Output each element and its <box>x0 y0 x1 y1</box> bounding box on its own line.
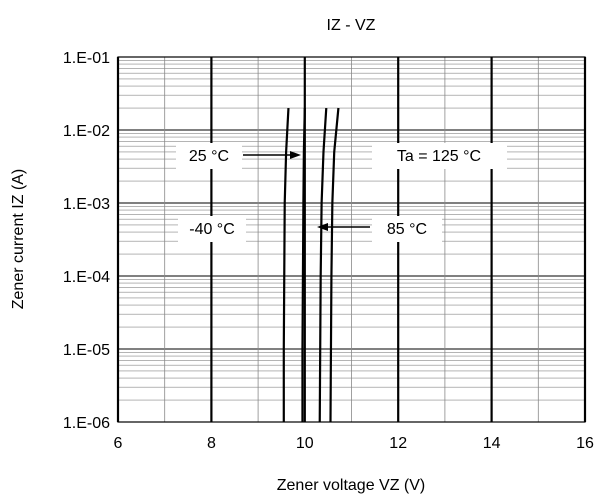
annotation-85c-arrow-head <box>317 223 328 231</box>
y-tick-label: 1.E-01 <box>63 50 110 67</box>
annotation-m40c: -40 °C <box>178 216 246 242</box>
x-tick-label: 16 <box>576 435 594 452</box>
series-line-0 <box>282 107 290 422</box>
annotation-m40c-label: -40 °C <box>189 221 235 238</box>
x-tick-label: 12 <box>389 435 407 452</box>
annotation-25c-label: 25 °C <box>189 148 229 165</box>
x-tick-label: 10 <box>296 435 314 452</box>
series-layer <box>282 107 340 423</box>
x-tick-label: 14 <box>483 435 501 452</box>
y-tick-label: 1.E-03 <box>63 196 110 213</box>
annotation-125c: Ta = 125 °C <box>372 143 507 169</box>
y-tick-label: 1.E-05 <box>63 342 110 359</box>
chart-title: IZ - VZ <box>327 17 376 34</box>
y-tick-label: 1.E-06 <box>63 415 110 432</box>
y-tick-label: 1.E-02 <box>63 123 110 140</box>
x-tick-label: 8 <box>207 435 216 452</box>
x-tick-label: 6 <box>114 435 123 452</box>
series-line-3 <box>329 107 340 423</box>
annotation-85c-label: 85 °C <box>387 221 427 238</box>
tick-labels: 6 8 10 12 14 16 1.E-06 1.E-05 1.E-04 1.E-03 1.E-02… <box>63 50 594 452</box>
x-axis-label: Zener voltage VZ (V) <box>277 477 426 494</box>
annotations: 25 °C Ta = 125 °C -40 °C 85 °C <box>176 143 507 242</box>
series-line-2 <box>318 107 328 423</box>
plot-frame <box>117 56 586 423</box>
annotation-25c: 25 °C <box>176 143 301 169</box>
y-tick-label: 1.E-04 <box>63 269 110 286</box>
grid <box>116 56 587 423</box>
series-line-1 <box>301 107 306 422</box>
annotation-25c-arrow-head <box>290 151 301 159</box>
annotation-85c: 85 °C <box>317 216 442 242</box>
annotation-125c-label: Ta = 125 °C <box>397 148 481 165</box>
y-axis-label: Zener current IZ (A) <box>10 169 27 309</box>
